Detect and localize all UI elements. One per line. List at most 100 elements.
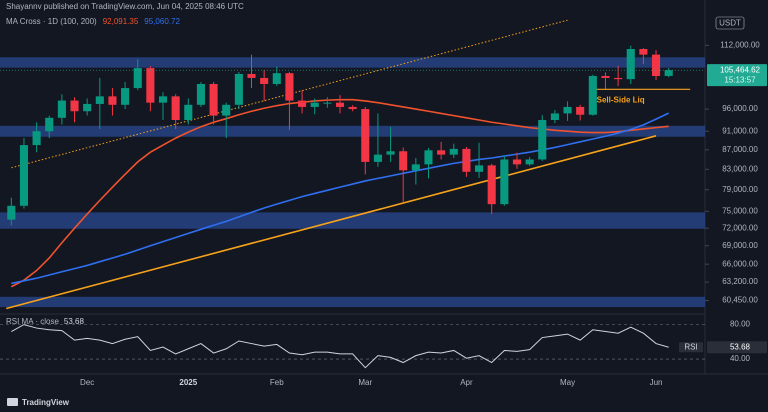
candle-body: [19, 145, 29, 206]
zone: [0, 125, 705, 137]
rsi-line: [11, 324, 669, 369]
legend-title: MA Cross · 1D (100, 200): [6, 17, 97, 26]
rsi-value-label: 53.68: [730, 342, 751, 351]
candle-body: [576, 106, 585, 115]
candle-body: [614, 77, 623, 80]
y-tick-label: 79,000.00: [722, 185, 758, 194]
brand: TradingView: [22, 398, 70, 407]
y-tick-label: 60,450.00: [722, 296, 758, 305]
candle-body: [7, 205, 16, 220]
rsi-legend-value: 53.68: [64, 317, 85, 326]
candle-body: [57, 100, 66, 118]
rsi-name: RSI: [684, 342, 697, 351]
candle-body: [146, 68, 155, 103]
level-label: Sell-Side Liq: [597, 95, 645, 104]
rsi-title: RSI MA · close: [6, 317, 59, 326]
zone: [0, 212, 705, 229]
candle-body: [121, 88, 130, 105]
last-price-box: [707, 64, 767, 87]
candle-body: [487, 165, 496, 205]
candle-body: [361, 109, 370, 162]
candle-body: [500, 159, 509, 205]
y-tick-label: 83,000.00: [722, 164, 758, 173]
candle-body: [601, 75, 610, 78]
y-tick-label: 112,000.00: [720, 40, 760, 49]
candle-body: [32, 131, 41, 146]
candle-body: [424, 150, 433, 165]
y-tick-label: 72,000.00: [722, 223, 758, 232]
candle-body: [588, 75, 597, 115]
candle-body: [196, 83, 205, 105]
candle-body: [70, 100, 79, 112]
candle-body: [285, 73, 294, 101]
rsi-tick-label: 40.00: [730, 354, 751, 363]
x-tick-label: Mar: [358, 378, 372, 387]
x-tick-label: Apr: [460, 378, 473, 387]
rsi-value-box: [707, 341, 767, 354]
candle-body: [550, 113, 559, 121]
x-tick-label: 2025: [179, 378, 197, 387]
candle-body: [639, 48, 648, 55]
zone: [0, 57, 705, 68]
rsi-tick-label: 80.00: [730, 320, 751, 329]
candle-body: [298, 100, 307, 107]
candle-body: [260, 77, 269, 84]
legend-value: 92,091.35: [103, 17, 139, 26]
header: Shayannv published on TradingView.com, J…: [6, 2, 244, 11]
candle-body: [373, 154, 382, 162]
candle-body: [563, 106, 572, 114]
y-tick-label: 87,000.00: [722, 145, 758, 154]
candle-body: [462, 148, 471, 172]
y-tick-label: 69,000.00: [722, 241, 758, 250]
candle-body: [449, 148, 458, 155]
currency: USDT: [719, 19, 741, 28]
candle-body: [310, 102, 319, 107]
candle-body: [525, 159, 534, 165]
moving-average: [11, 112, 670, 285]
y-tick-label: 96,000.00: [722, 104, 758, 113]
legend: MA Cross · 1D (100, 200) 92,091.35 95,060…: [6, 17, 180, 26]
y-tick-label: 66,000.00: [722, 259, 758, 268]
y-tick-label: 91,000.00: [722, 126, 758, 135]
candle-body: [209, 83, 218, 116]
candle-body: [95, 96, 104, 104]
currency-box: [715, 16, 745, 30]
footer: [0, 392, 768, 412]
x-tick-label: May: [560, 378, 575, 387]
candle-body: [651, 54, 661, 76]
candle-body: [83, 103, 92, 112]
candle-body: [272, 73, 281, 84]
trendline: [6, 135, 657, 310]
candle-body: [234, 73, 243, 105]
brand-logo: [7, 398, 18, 406]
candle-body: [171, 96, 180, 121]
candle-body: [335, 102, 345, 107]
candle-body: [437, 150, 446, 155]
countdown: 15:13:57: [724, 75, 756, 84]
candle-body: [222, 104, 231, 116]
candle-body: [538, 120, 547, 160]
legend-value: 95,060.72: [144, 17, 180, 26]
x-tick-label: Jun: [650, 378, 663, 387]
candle-body: [133, 68, 142, 89]
x-tick-label: Dec: [80, 378, 94, 387]
x-tick-label: Feb: [270, 378, 284, 387]
candle-body: [348, 106, 357, 110]
candle-body: [399, 151, 408, 171]
candle-body: [411, 164, 420, 171]
candle-body: [626, 48, 635, 80]
last-price-label: 105,464.62: [720, 65, 761, 74]
candle-body: [184, 104, 193, 121]
candle-body: [512, 159, 522, 165]
candle-body: [45, 117, 54, 132]
candle-body: [664, 70, 673, 76]
y-tick-label: 63,200.00: [722, 277, 758, 286]
candle-body: [386, 151, 395, 155]
candle-body: [158, 96, 168, 103]
y-tick-label: 75,000.00: [722, 206, 758, 215]
candle-body: [475, 165, 484, 172]
candle-body: [247, 73, 256, 78]
zone: [0, 296, 705, 308]
candle-body: [323, 102, 332, 104]
